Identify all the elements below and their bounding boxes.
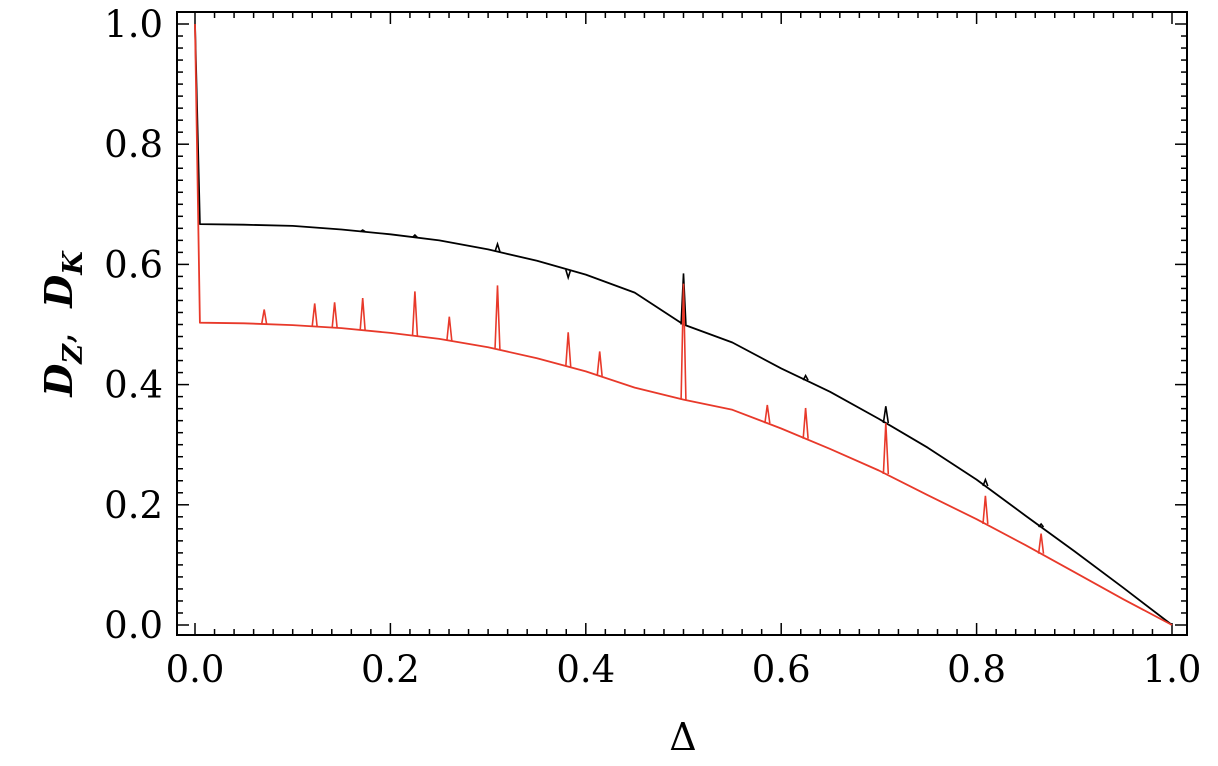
series-spike bbox=[680, 283, 687, 400]
series-spike bbox=[882, 423, 890, 475]
y-tick-label: 1.0 bbox=[104, 3, 163, 46]
y-tick-label: 0.2 bbox=[104, 484, 163, 527]
minor-ticks bbox=[177, 12, 1187, 635]
series-spike bbox=[596, 351, 603, 377]
x-tick-label: 0.0 bbox=[166, 648, 225, 691]
x-tick-label: 0.6 bbox=[752, 648, 811, 691]
x-tick-labels: 0.0 0.2 0.4 0.6 0.8 1.0 bbox=[166, 648, 1202, 691]
series-spike bbox=[802, 407, 809, 439]
x-axis-label: Δ bbox=[669, 715, 696, 759]
x-tick-label: 0.8 bbox=[947, 648, 1006, 691]
series-spike bbox=[764, 404, 771, 424]
y-tick-label: 0.8 bbox=[104, 123, 163, 166]
series-spike bbox=[882, 406, 890, 424]
series-spike bbox=[494, 241, 501, 252]
y-tick-label: 0.6 bbox=[104, 243, 163, 286]
series-spike bbox=[1037, 522, 1045, 528]
series-line bbox=[194, 23, 1173, 626]
y-tick-label: 0.4 bbox=[104, 364, 163, 407]
series-spike bbox=[260, 309, 268, 325]
x-tick-label: 0.4 bbox=[556, 648, 615, 691]
series-spike bbox=[494, 285, 501, 350]
series-layer bbox=[194, 23, 1173, 626]
series-spike bbox=[565, 332, 572, 367]
series-spike bbox=[982, 495, 989, 524]
y-axis-label: DZ, DK bbox=[36, 250, 89, 398]
series-spike bbox=[411, 233, 418, 238]
y-tick-label: 0.0 bbox=[104, 604, 163, 647]
series-spike bbox=[331, 302, 338, 328]
plot-frame bbox=[176, 11, 1188, 636]
x-tick-label: 0.2 bbox=[361, 648, 420, 691]
series-line bbox=[194, 23, 1173, 626]
y-label-sep: , bbox=[37, 308, 81, 344]
series-2 bbox=[194, 23, 1173, 626]
y-label-sub1: Z bbox=[58, 343, 89, 365]
series-spike bbox=[311, 303, 318, 327]
series-spike bbox=[802, 373, 809, 381]
y-label-d2: D bbox=[36, 275, 81, 309]
y-label-sub2: K bbox=[58, 250, 89, 276]
series-spike bbox=[565, 269, 572, 281]
series-spike bbox=[359, 229, 366, 233]
major-ticks bbox=[177, 12, 1187, 635]
series-spike bbox=[982, 477, 989, 487]
series-spike bbox=[680, 273, 687, 325]
y-tick-labels: 0.0 0.2 0.4 0.6 0.8 1.0 bbox=[104, 3, 163, 647]
series-spike bbox=[1037, 533, 1045, 554]
series-spike bbox=[446, 316, 453, 341]
series-spike bbox=[359, 298, 366, 331]
series-1 bbox=[194, 23, 1173, 626]
y-label-d1: D bbox=[36, 364, 81, 398]
x-tick-label: 1.0 bbox=[1143, 648, 1202, 691]
series-spike bbox=[411, 291, 419, 336]
